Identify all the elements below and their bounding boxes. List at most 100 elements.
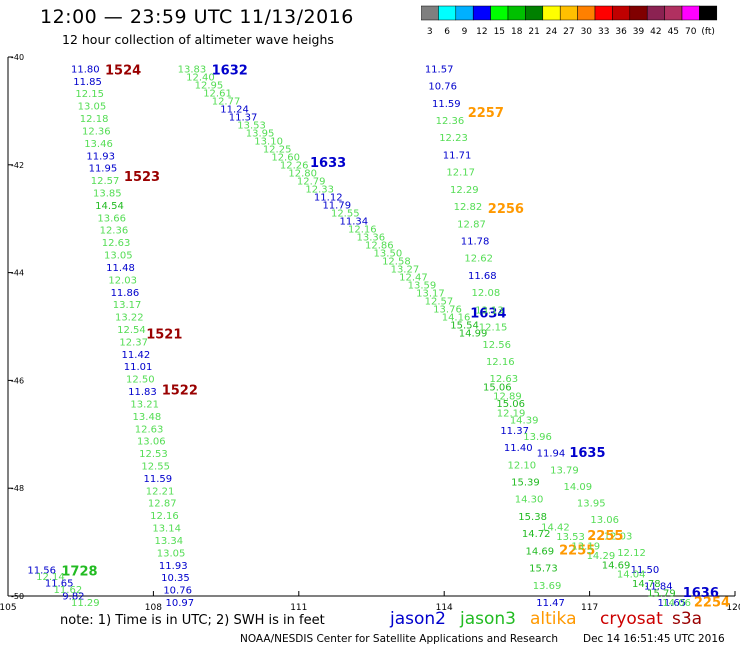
altimeter-track-plot: 105 108 111 114 117 120 -40 -42 -44 -46 -48 -50 11.8… (0, 53, 740, 612)
swh-value: 13.36 (357, 232, 386, 243)
swh-value: 15.54 (450, 320, 479, 331)
y-tick-label: -44 (11, 269, 24, 278)
swh-value: 11.24 (220, 104, 249, 115)
pass-time-label: 1521 (146, 328, 182, 343)
colorbar-label: 3 (427, 27, 433, 37)
swh-value: 14.29 (587, 551, 616, 562)
pass-time-label: 2256 (488, 202, 524, 217)
legend-jason3: jason3 (460, 609, 516, 629)
swh-value: 11.12 (314, 192, 343, 203)
colorbar-label: 24 (546, 27, 558, 37)
swh-value: 13.22 (115, 313, 144, 324)
colorbar-label: 45 (668, 27, 679, 37)
swh-value: 13.21 (130, 399, 159, 410)
pass-time-label: 1632 (212, 63, 248, 78)
swh-value: 13.05 (78, 102, 107, 113)
x-tick-label: 111 (290, 603, 307, 612)
colorbar-label: 27 (563, 27, 574, 37)
swh-value: 11.42 (122, 350, 151, 361)
pass-time-label: 2255 (559, 544, 595, 559)
colorbar-label: 21 (528, 27, 539, 37)
pass-time-label: 1522 (162, 384, 198, 399)
swh-value: 11.65 (657, 598, 686, 609)
swh-value: 13.50 (374, 248, 403, 259)
swh-value: 12.16 (348, 224, 377, 235)
swh-value: 15.38 (518, 512, 547, 523)
colorbar-label: 12 (476, 27, 487, 37)
swh-value: 12.54 (117, 325, 146, 336)
swh-value: 12.21 (146, 486, 175, 497)
x-tick-label: 105 (0, 603, 17, 612)
swh-value: 13.06 (590, 515, 619, 526)
swh-value: 11.68 (468, 271, 497, 282)
pass-time-label: 1728 (61, 565, 97, 580)
swh-value: 11.84 (644, 581, 673, 592)
colorbar-label: 15 (494, 27, 505, 37)
swh-value: 13.14 (152, 524, 181, 535)
swh-value: 12.82 (454, 202, 483, 213)
legend: note: 1) Time is in UTC; 2) SWH is in fe… (60, 609, 740, 635)
swh-value: 12.25 (263, 144, 292, 155)
swh-value: 12.60 (271, 152, 300, 163)
swh-value: 12.55 (331, 208, 360, 219)
swh-value: 12.80 (288, 168, 317, 179)
colorbar-label: 33 (598, 27, 609, 37)
swh-value: 13.53 (237, 120, 266, 131)
swh-value: 12.26 (280, 160, 309, 171)
swh-value: 13.95 (577, 498, 606, 509)
legend-cryosat: cryosat (600, 609, 663, 629)
swh-value: 13.34 (155, 536, 184, 547)
x-tick-label: 108 (145, 603, 162, 612)
swh-value: 12.40 (186, 72, 215, 83)
swh-value: 12.53 (139, 449, 168, 460)
swh-value: 12.89 (493, 391, 522, 402)
swh-value: 13.46 (84, 139, 113, 150)
swh-value: 12.16 (486, 357, 515, 368)
x-tick-label: 120 (726, 603, 740, 612)
swh-colorbar: 3 6 9 12 15 18 21 24 27 30 33 36 39 42 45 70 (ft) (421, 5, 718, 37)
swh-value: 12.08 (472, 288, 501, 299)
y-tick-label: -50 (11, 592, 24, 601)
chart-title: 12:00 — 23:59 UTC 11/13/2016 (40, 6, 354, 28)
chart-subtitle: 12 hour collection of altimeter wave hei… (62, 32, 334, 47)
swh-value: 11.50 (631, 565, 660, 576)
swh-value: 9.82 (62, 592, 84, 603)
swh-value: 13.66 (97, 213, 126, 224)
swh-value: 12.63 (135, 424, 164, 435)
colorbar-label: 42 (650, 27, 661, 37)
swh-value: 11.62 (54, 585, 83, 596)
legend-s3a: s3a (672, 609, 703, 629)
swh-value: 11.57 (425, 64, 454, 75)
swh-value: 11.95 (89, 164, 118, 175)
swh-value: 11.93 (159, 561, 188, 572)
swh-value: 11.47 (536, 598, 565, 609)
swh-value: 11.80 (71, 64, 100, 75)
swh-value: 12.61 (203, 88, 232, 99)
swh-value: 11.85 (73, 77, 102, 88)
legend-altika: altika (530, 609, 577, 629)
swh-value: 12.03 (108, 275, 137, 286)
swh-value: 15.06 (496, 399, 525, 410)
y-tick-label: -42 (11, 161, 24, 170)
swh-value: 12.63 (102, 238, 131, 249)
swh-value: 10.76 (163, 586, 192, 597)
x-tick-label: 117 (581, 603, 598, 612)
swh-value: 11.37 (229, 112, 258, 123)
swh-value: 12.17 (446, 168, 475, 179)
colorbar-label: 39 (633, 27, 645, 37)
legend-jason2: jason2 (390, 609, 446, 629)
swh-value: 14.04 (617, 570, 646, 581)
x-tick-label: 114 (436, 603, 453, 612)
swh-value: 14.72 (522, 529, 551, 540)
swh-value: 14.54 (95, 201, 124, 212)
swh-value: 13.27 (391, 264, 420, 275)
swh-value: 12.57 (425, 296, 454, 307)
swh-value: 12.36 (436, 116, 465, 127)
swh-value: 11.29 (71, 598, 100, 609)
y-tick-label: -40 (11, 53, 24, 62)
swh-value: 12.37 (119, 337, 148, 348)
swh-value: 12.29 (450, 185, 479, 196)
swh-value: 12.33 (305, 184, 334, 195)
swh-value: 11.86 (111, 288, 140, 299)
swh-value: 12.57 (91, 176, 120, 187)
